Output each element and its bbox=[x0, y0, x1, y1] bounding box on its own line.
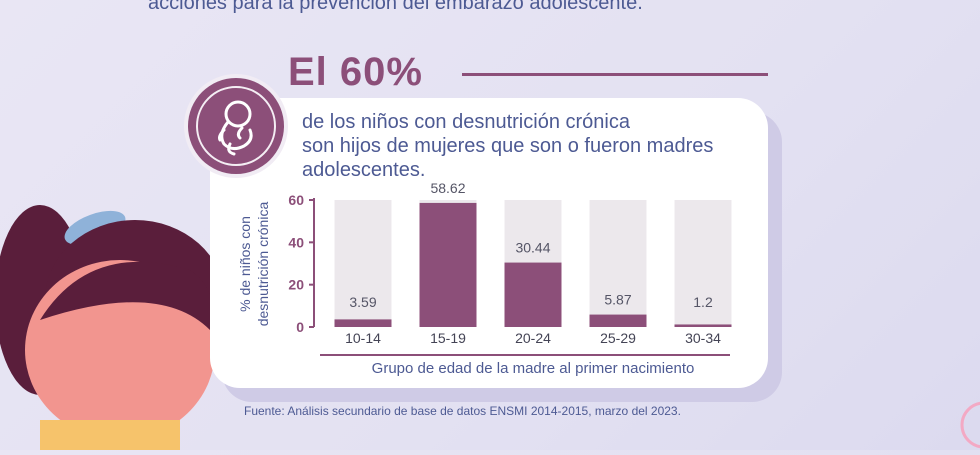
stat-description: de los niños con desnutrición crónica so… bbox=[302, 110, 762, 182]
x-tick-label: 25-29 bbox=[600, 330, 636, 346]
data-label: 58.62 bbox=[430, 180, 465, 196]
source-note: Fuente: Análisis secundario de base de d… bbox=[244, 404, 681, 418]
x-axis-label: Grupo de edad de la madre al primer naci… bbox=[372, 360, 695, 377]
stat-line: son hijos de mujeres que son o fueron ma… bbox=[302, 135, 714, 157]
headline-rule bbox=[462, 73, 768, 76]
y-tick-label: 40 bbox=[288, 234, 304, 250]
y-tick-label: 0 bbox=[296, 319, 304, 335]
x-tick-label: 20-24 bbox=[515, 330, 551, 346]
bar bbox=[334, 319, 392, 327]
y-axis-label: % de niños con bbox=[237, 216, 253, 312]
data-label: 1.2 bbox=[693, 294, 713, 310]
data-label: 30.44 bbox=[515, 240, 550, 256]
bar bbox=[504, 262, 562, 327]
girl-illustration bbox=[0, 205, 225, 450]
data-label: 3.59 bbox=[349, 294, 376, 310]
x-tick-label: 10-14 bbox=[345, 330, 381, 346]
fetus-badge bbox=[188, 78, 284, 174]
bar bbox=[419, 202, 477, 327]
bar-background bbox=[589, 200, 647, 327]
decorative-circle bbox=[960, 401, 980, 449]
y-tick-label: 60 bbox=[288, 192, 304, 208]
bar bbox=[674, 324, 732, 327]
y-tick-label: 20 bbox=[288, 277, 304, 293]
hair-tie bbox=[64, 210, 126, 246]
data-label: 5.87 bbox=[604, 292, 631, 308]
y-axis-label: desnutrición crónica bbox=[255, 202, 271, 327]
intro-text: acciones para la prevención del embarazo… bbox=[148, 0, 643, 14]
x-tick-label: 15-19 bbox=[430, 330, 466, 346]
shirt bbox=[40, 420, 180, 450]
bar-background bbox=[334, 200, 392, 327]
headline-percentage: El 60% bbox=[288, 50, 423, 94]
stat-line: adolescentes. bbox=[302, 159, 426, 181]
stat-line: de los niños con desnutrición crónica bbox=[302, 111, 630, 133]
bar bbox=[589, 314, 647, 327]
fringe bbox=[40, 261, 213, 330]
fetus-icon bbox=[218, 100, 253, 156]
bar-background bbox=[674, 200, 732, 327]
x-tick-label: 30-34 bbox=[685, 330, 721, 346]
